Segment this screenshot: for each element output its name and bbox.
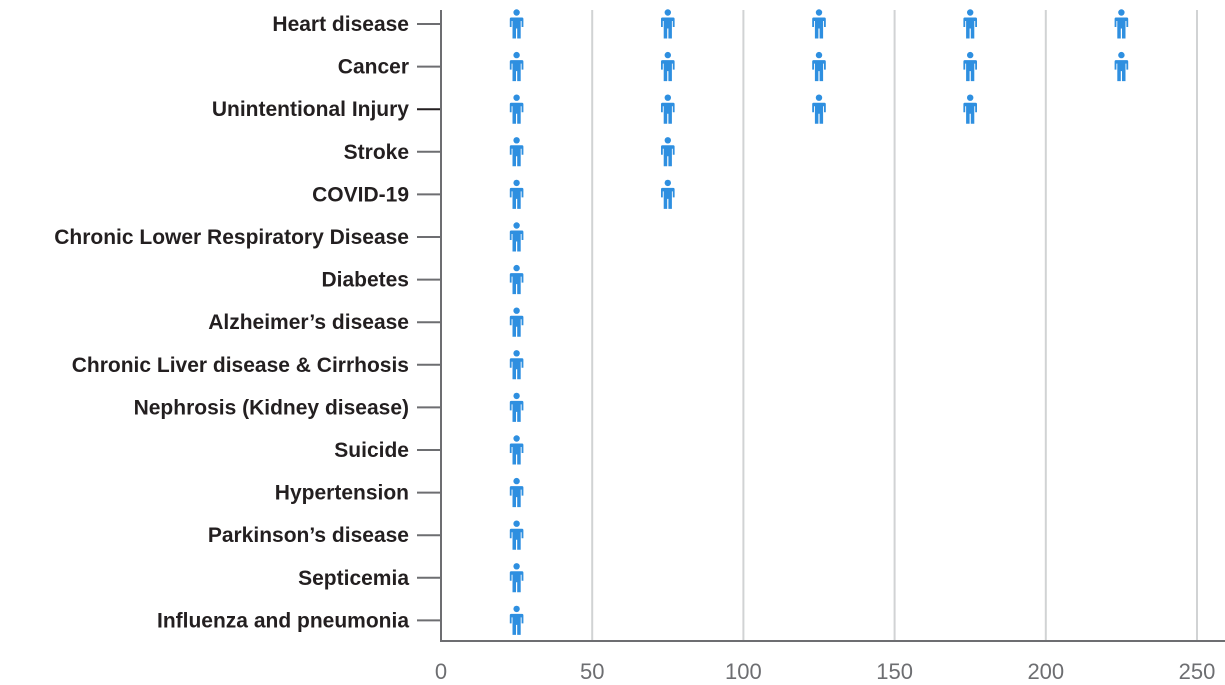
- category-label-hypertension: Hypertension: [275, 482, 409, 505]
- x-tick-label-150: 150: [876, 659, 913, 684]
- x-tick-label-0: 0: [435, 659, 447, 684]
- category-ticks: [417, 23, 441, 622]
- person-icon-covid-19-1: [509, 179, 524, 209]
- category-label-diabetes: Diabetes: [321, 269, 409, 292]
- person-icon-cancer-2: [661, 51, 675, 82]
- person-icons: [509, 9, 1129, 635]
- category-label-suicide: Suicide: [334, 439, 409, 462]
- category-label-covid-19: COVID-19: [312, 183, 409, 206]
- x-tick-label-100: 100: [725, 659, 762, 684]
- category-label-heart-disease: Heart disease: [272, 13, 409, 36]
- category-label-influenza-and-pneumonia: Influenza and pneumonia: [157, 609, 409, 632]
- person-icon-heart-disease-2: [661, 9, 675, 39]
- person-icon-unintentional-injury-3: [812, 94, 826, 124]
- person-icon-unintentional-injury-4: [963, 94, 977, 124]
- person-icon-chronic-lower-respiratory-disease-1: [509, 222, 524, 252]
- person-icon-heart-disease-3: [812, 9, 826, 39]
- person-icon-alzheimer-s-disease-1: [509, 307, 524, 337]
- person-icon-cancer-1: [509, 51, 524, 82]
- category-label-unintentional-injury: Unintentional Injury: [212, 98, 409, 121]
- grid-lines: [591, 10, 1198, 641]
- person-icon-suicide-1: [509, 435, 524, 465]
- person-icon-unintentional-injury-2: [661, 94, 675, 124]
- person-icon-unintentional-injury-1: [509, 94, 524, 124]
- category-label-chronic-lower-respiratory-disease: Chronic Lower Respiratory Disease: [54, 226, 409, 249]
- person-icon-septicemia-1: [509, 563, 524, 593]
- person-icon-heart-disease-4: [963, 9, 977, 39]
- category-labels: Heart disease Cancer Unintentional Injury S…: [54, 13, 409, 632]
- person-icon-cancer-3: [812, 51, 826, 82]
- x-tick-labels: 0 50 100 150 200 250: [435, 659, 1215, 684]
- category-label-septicemia: Septicemia: [298, 567, 409, 590]
- person-icon-nephrosis-kidney-disease-1: [509, 392, 524, 422]
- category-label-parkinson-s-disease: Parkinson’s disease: [208, 524, 409, 547]
- person-icon-stroke-1: [509, 137, 524, 167]
- person-icon-parkinson-s-disease-1: [509, 520, 524, 550]
- category-label-nephrosis-kidney-disease: Nephrosis (Kidney disease): [134, 396, 409, 419]
- category-label-alzheimer-s-disease: Alzheimer’s disease: [208, 311, 409, 334]
- category-label-chronic-liver-disease-cirrhosis: Chronic Liver disease & Cirrhosis: [72, 354, 409, 377]
- person-icon-heart-disease-1: [509, 9, 524, 39]
- person-icon-chronic-liver-disease-cirrhosis-1: [509, 350, 524, 380]
- person-icon-stroke-2: [661, 137, 675, 167]
- person-icon-influenza-and-pneumonia-1: [509, 605, 524, 635]
- person-icon-heart-disease-5: [1114, 9, 1129, 39]
- x-tick-label-50: 50: [580, 659, 604, 684]
- x-tick-label-200: 200: [1027, 659, 1064, 684]
- person-icon-covid-19-2: [661, 179, 675, 209]
- person-icon-cancer-5: [1114, 51, 1129, 82]
- person-icon-cancer-4: [963, 51, 977, 82]
- person-icon-hypertension-1: [509, 477, 524, 508]
- category-label-cancer: Cancer: [338, 56, 409, 79]
- x-tick-label-250: 250: [1179, 659, 1216, 684]
- category-label-stroke: Stroke: [344, 141, 409, 164]
- person-icon-diabetes-1: [509, 264, 524, 295]
